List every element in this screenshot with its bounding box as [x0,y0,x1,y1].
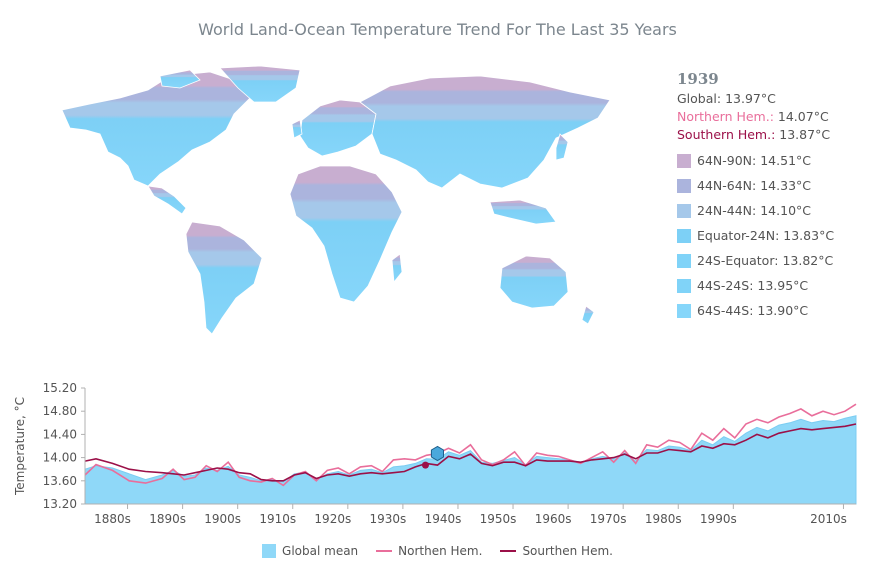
band-swatch [677,303,691,318]
x-tick-label: 1920s [314,512,351,526]
band-value: 14.33°C [760,177,811,193]
x-tick-label: 1980s [645,512,682,526]
band-label: 64N-90N: [697,152,757,168]
band-swatch [677,203,691,218]
islands-southeast-asia [489,199,557,225]
band-value: 13.95°C [757,277,809,293]
band-label: Equator-24N: [697,227,780,243]
x-tick-label: 1880s [94,512,131,526]
band-label: 24S-Equator: [697,252,779,268]
legend-north-line [376,550,393,552]
x-tick-label: 1970s [590,512,627,526]
info-panel: 1939 Global: 13.97°C Northern Hem.: 14.0… [677,70,867,323]
legend-south[interactable]: Sourthen Hem. [500,544,613,558]
south-label: Southern Hem.: [677,127,776,142]
band-44n-64n[interactable]: 44N-64N: 14.33°C [677,173,867,198]
island-madagascar [391,253,403,284]
legend-north[interactable]: Northen Hem. [376,544,482,558]
x-tick-label: 2010s [810,512,847,526]
world-map[interactable] [50,62,650,347]
continent-asia [359,75,611,189]
band-64s-44s[interactable]: 64S-44S: 13.90°C [677,298,867,323]
highlight-marker-south [421,461,429,469]
legend-global-mean[interactable]: Global mean [262,544,358,558]
x-tick-label: 1900s [204,512,241,526]
band-64n-90n[interactable]: 64N-90N: 14.51°C [677,148,867,173]
band-value: 13.82°C [782,252,834,268]
band-swatch [677,253,691,268]
continent-south-america [185,221,263,335]
latitude-legend: 64N-90N: 14.51°C 44N-64N: 14.33°C 24N-44… [677,148,867,323]
band-swatch [677,278,691,293]
highlight-marker-north [430,445,444,462]
y-tick-label: 14.00 [43,451,77,465]
band-label: 44S-24S: [697,277,754,293]
continent-australia [499,255,569,309]
band-value: 13.83°C [783,227,835,243]
x-tick-label: 1940s [425,512,462,526]
legend-south-line [500,550,517,552]
band-24s-equator[interactable]: 24S-Equator: 13.82°C [677,248,867,273]
band-24n-44n[interactable]: 24N-44N: 14.10°C [677,198,867,223]
series-global-mean-area [84,415,857,505]
legend-area-swatch [262,544,277,558]
legend-north-label: Northen Hem. [398,544,483,558]
band-value: 14.10°C [760,202,811,218]
y-tick-label: 13.60 [43,474,77,488]
continent-europe [299,99,377,157]
band-label: 24N-44N: [697,202,757,218]
band-label: 64S-44S: [697,302,754,318]
y-tick-label: 14.40 [43,427,77,441]
band-equator-24n[interactable]: Equator-24N: 13.83°C [677,223,867,248]
island-uk [291,119,303,139]
island-japan [555,133,569,161]
x-tick-label: 1890s [149,512,186,526]
x-tick-label: 1910s [259,512,296,526]
island-new-zealand [581,305,595,325]
temperature-chart[interactable]: 13.20 13.60 14.00 14.40 14.80 15.20 Temperatur… [0,372,875,542]
legend-south-label: Sourthen Hem. [522,544,613,558]
continent-greenland [219,65,301,103]
y-tick-label: 14.80 [43,404,77,418]
global-row: Global: 13.97°C [677,90,867,108]
north-label: Northern Hem.: [677,109,774,124]
chart-legend: Global mean Northen Hem. Sourthen Hem. [0,544,875,558]
legend-global-label: Global mean [282,544,359,558]
continent-north-america [61,71,251,187]
south-value: 13.87°C [779,127,831,142]
band-value: 14.51°C [760,152,811,168]
x-tick-label: 1990s [700,512,737,526]
x-tick-label: 1950s [480,512,517,526]
x-tick-label: 1930s [369,512,406,526]
x-tick-label: 1960s [535,512,572,526]
continent-africa [289,165,403,303]
y-tick-label: 13.20 [43,497,77,511]
band-swatch [677,153,691,168]
band-label: 44N-64N: [697,177,757,193]
band-swatch [677,228,691,243]
chart-title: World Land-Ocean Temperature Trend For T… [198,20,677,39]
y-tick-label: 15.20 [43,381,77,395]
south-row: Southern Hem.: 13.87°C [677,126,867,144]
band-value: 13.90°C [757,302,809,318]
band-swatch [677,178,691,193]
north-row: Northern Hem.: 14.07°C [677,108,867,126]
y-axis-label: Temperature, °C [13,397,27,496]
continent-central-america [147,185,187,215]
series-north-line [84,403,857,487]
selected-year: 1939 [677,70,719,88]
global-label: Global: [677,91,722,106]
series-south-line [84,423,857,482]
band-44s-24s[interactable]: 44S-24S: 13.95°C [677,273,867,298]
islands-arctic [159,69,201,89]
north-value: 14.07°C [777,109,829,124]
global-value: 13.97°C [725,91,776,106]
